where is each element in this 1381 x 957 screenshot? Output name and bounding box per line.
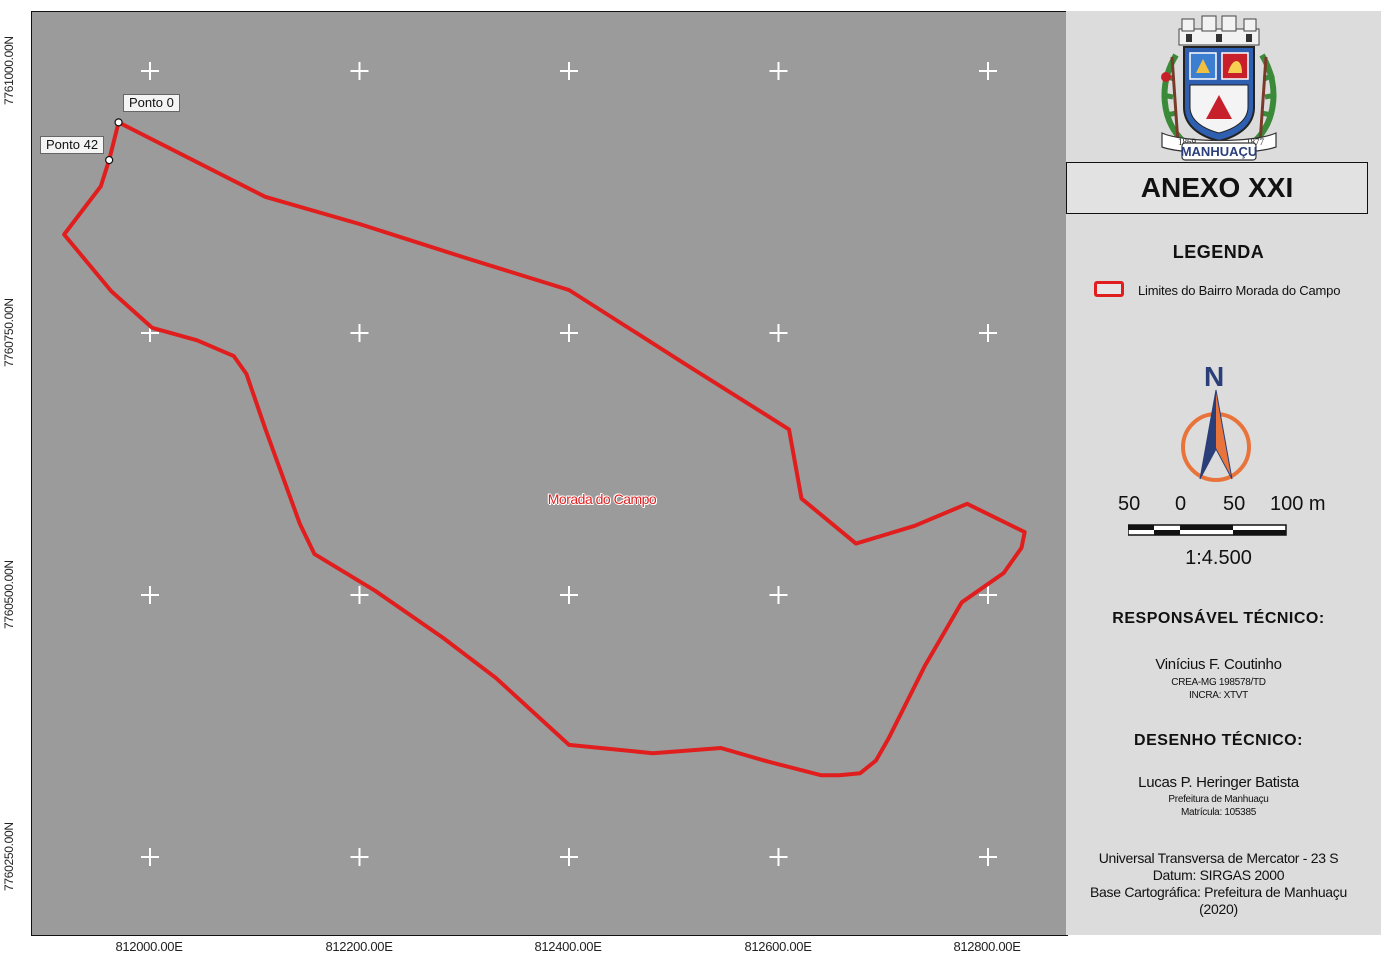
point-marker[interactable] xyxy=(114,118,123,127)
crest-year-right: 1877 xyxy=(1246,137,1265,147)
grid-cross xyxy=(769,848,788,866)
legend-item-label: Limites do Bairro Morada do Campo xyxy=(1138,283,1341,298)
municipal-crest-icon: 1869 1877 MANHUAÇU xyxy=(1161,15,1277,161)
grid-cross xyxy=(141,62,159,80)
grid-cross xyxy=(560,324,578,342)
scale-label: 0 xyxy=(1175,493,1187,515)
x-tick-label: 812000.00E xyxy=(115,939,183,954)
grid-cross xyxy=(141,586,159,604)
point-markers xyxy=(105,118,123,165)
grid-cross xyxy=(769,586,788,604)
grid-cross xyxy=(979,324,997,342)
grid-cross xyxy=(560,62,578,80)
neighborhood-boundary[interactable] xyxy=(62,120,1027,778)
grid-cross xyxy=(350,848,369,866)
map-frame[interactable]: Morada do Campo Ponto 0 Ponto 42 xyxy=(31,11,1068,936)
area-label: Morada do Campo xyxy=(547,491,657,507)
y-tick-label: 7761000.00N xyxy=(2,36,16,106)
grid-cross xyxy=(769,62,788,80)
drawing-name: Lucas P. Heringer Batista xyxy=(1138,774,1299,791)
responsible-incra: INCRA: XTVT xyxy=(1189,690,1248,701)
north-arrow-icon xyxy=(1181,389,1251,482)
base-line: Base Cartográfica: Prefeitura de Manhuaç… xyxy=(1090,884,1347,900)
crest-year-left: 1869 xyxy=(1178,137,1197,147)
drawing-title: DESENHO TÉCNICO: xyxy=(1134,732,1303,749)
grid-cross xyxy=(350,324,369,342)
crest-name: MANHUAÇU xyxy=(1181,144,1258,159)
drawing-org: Prefeitura de Manhuaçu xyxy=(1168,794,1269,805)
grid-cross xyxy=(141,848,159,866)
scale-label: 50 xyxy=(1223,493,1246,515)
scale-bar xyxy=(1128,524,1287,536)
map-canvas[interactable] xyxy=(32,12,1067,935)
responsible-title: RESPONSÁVEL TÉCNICO: xyxy=(1112,610,1325,627)
grid-crosses xyxy=(141,62,997,866)
point-label-ponto-0: Ponto 0 xyxy=(123,94,180,112)
grid-cross xyxy=(769,324,788,342)
legend-swatch-boundary xyxy=(1094,281,1124,297)
grid-cross xyxy=(560,848,578,866)
legend-title: LEGENDA xyxy=(1172,242,1265,262)
annex-title: ANEXO XXI xyxy=(1066,162,1368,214)
drawing-registration: Matrícula: 105385 xyxy=(1181,807,1256,818)
grid-cross xyxy=(979,848,997,866)
x-tick-label: 812600.00E xyxy=(744,939,812,954)
grid-cross xyxy=(350,586,369,604)
point-marker[interactable] xyxy=(105,155,114,165)
grid-cross xyxy=(560,586,578,604)
scale-ratio: 1:4.500 xyxy=(1185,547,1252,569)
grid-cross xyxy=(979,62,997,80)
x-tick-label: 812400.00E xyxy=(534,939,602,954)
x-tick-label: 812200.00E xyxy=(325,939,393,954)
grid-cross xyxy=(979,586,997,604)
scale-label: 100 m xyxy=(1270,493,1326,515)
side-panel: 1869 1877 MANHUAÇU ANEXO XXI LEGENDA Lim… xyxy=(1066,11,1381,935)
y-tick-label: 7760750.00N xyxy=(2,298,16,368)
x-tick-label: 812800.00E xyxy=(953,939,1021,954)
y-tick-label: 7760500.00N xyxy=(2,560,16,630)
scale-label: 50 xyxy=(1118,493,1141,515)
north-label: N xyxy=(1204,361,1225,392)
responsible-name: Vinícius F. Coutinho xyxy=(1155,656,1282,673)
responsible-crea: CREA-MG 198578/TD xyxy=(1171,677,1266,688)
grid-cross xyxy=(350,62,369,80)
point-label-ponto-42: Ponto 42 xyxy=(40,136,105,154)
datum-line: Datum: SIRGAS 2000 xyxy=(1152,867,1285,883)
projection-line: Universal Transversa de Mercator - 23 S xyxy=(1098,850,1339,866)
y-tick-label: 7760250.00N xyxy=(2,822,16,892)
base-year-line: (2020) xyxy=(1199,901,1238,917)
